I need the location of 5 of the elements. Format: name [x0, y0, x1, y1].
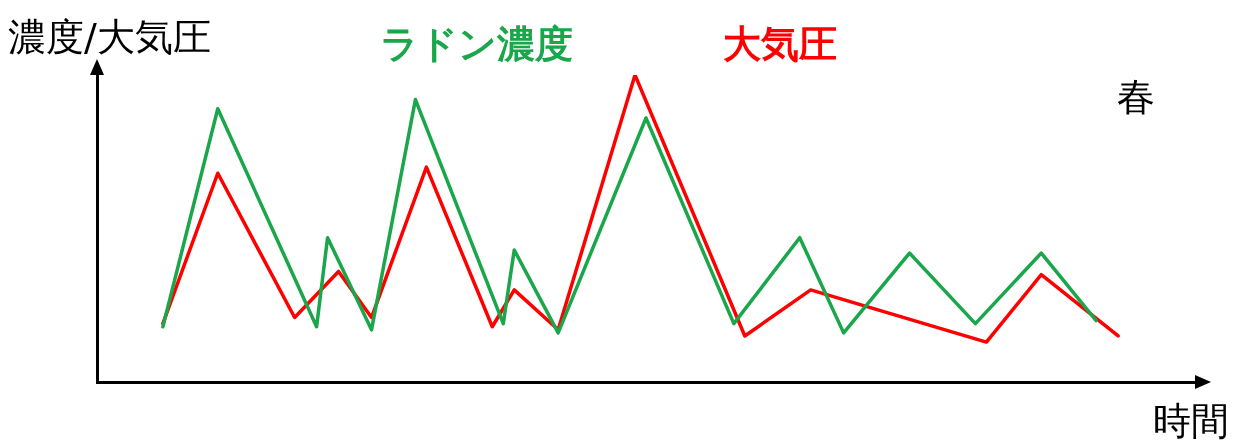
- y-axis-title: 濃度/大気圧: [8, 15, 211, 59]
- text: 大気圧: [723, 22, 837, 66]
- annotation: 春: [1117, 75, 1155, 119]
- series-label: ラドン濃度: [380, 22, 573, 66]
- x-axis-title: 時間: [1153, 399, 1229, 443]
